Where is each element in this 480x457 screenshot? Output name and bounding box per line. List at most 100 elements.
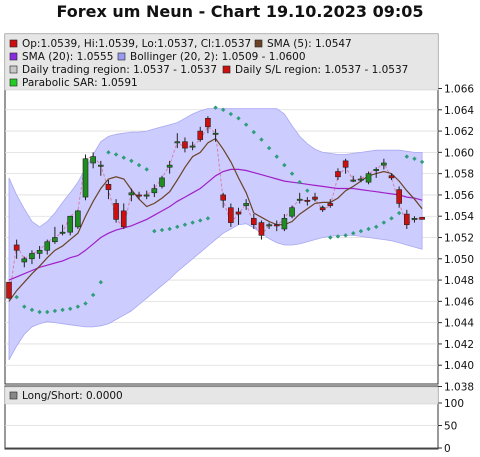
candle-body — [166, 164, 173, 168]
sar-dot — [121, 155, 126, 160]
candle-body — [67, 215, 73, 233]
legend-label-trading-region: Daily trading region: 1.0537 - 1.0537 — [22, 64, 217, 76]
candle-body — [182, 141, 188, 149]
candle-body — [388, 175, 395, 179]
candle — [205, 116, 211, 134]
sar-dot — [37, 309, 42, 315]
candle — [29, 250, 35, 265]
sar-dot — [98, 280, 103, 285]
y-tick-label: 1.038 — [444, 382, 474, 394]
sub-legend-swatch — [9, 391, 18, 400]
sar-dot — [259, 137, 264, 142]
candle — [350, 175, 357, 183]
candle — [143, 190, 150, 200]
sar-dot — [228, 111, 234, 117]
sar-dot — [14, 294, 19, 300]
candle-body — [98, 164, 104, 167]
candle — [113, 199, 119, 223]
candle — [36, 246, 43, 259]
candle-body — [243, 203, 249, 206]
candle-body — [136, 194, 142, 197]
candle — [166, 160, 173, 174]
y-tick-label: 1.058 — [444, 169, 474, 181]
candle-body — [373, 169, 380, 171]
sar-dot — [243, 122, 249, 127]
candle-body — [197, 130, 204, 140]
candle-body — [258, 222, 265, 236]
candle — [342, 158, 349, 174]
legend-swatch-sma20 — [9, 52, 18, 61]
y-tick-label: 1.046 — [444, 296, 474, 308]
sar-dot — [366, 226, 371, 232]
legend-label-bollinger: Bollinger (20, 2): 1.0509 - 1.0600 — [130, 51, 306, 63]
legend-label-ohlc: Op:1.0539, Hi:1.0539, Lo:1.0537, Cl:1.05… — [22, 38, 251, 50]
candle-body — [90, 156, 96, 164]
sar-dot — [205, 216, 211, 221]
sar-dot — [75, 304, 81, 309]
candle — [90, 152, 96, 169]
candle — [273, 220, 280, 232]
candle-body — [36, 249, 43, 254]
sar-dot — [266, 145, 272, 151]
sar-dot — [136, 162, 142, 168]
sar-dot — [167, 226, 172, 232]
sma20-line — [8, 168, 423, 281]
candle-body — [13, 244, 20, 251]
candle-body — [411, 218, 418, 220]
y-tick-label: 1.056 — [444, 190, 474, 202]
sar-dot — [113, 152, 119, 157]
candle-body — [205, 118, 211, 128]
sar-dot — [351, 231, 356, 236]
candle — [327, 199, 334, 208]
sar-dot — [213, 105, 218, 110]
candle — [403, 209, 410, 229]
sar-dot — [144, 167, 149, 172]
candle-body — [335, 171, 341, 178]
candle — [281, 214, 288, 232]
candle-body — [52, 237, 58, 243]
sar-dot — [129, 158, 134, 164]
legend-swatch-sl-region — [222, 65, 231, 74]
main-y-axis: 1.066 1.064 1.062 1.060 1.058 1.056 1.054 1.052… — [438, 84, 474, 394]
candle-body — [6, 281, 12, 299]
candle-body — [304, 199, 311, 202]
candle — [98, 160, 104, 176]
main-legend: Op:1.0539, Hi:1.0539, Lo:1.0537, Cl:1.05… — [4, 33, 439, 91]
sar-dot — [289, 171, 295, 176]
sar-dot — [328, 235, 333, 240]
legend-item-bollinger: Bollinger (20, 2): 1.0509 - 1.0600 — [117, 51, 306, 63]
candle — [82, 154, 89, 201]
candle — [6, 281, 12, 300]
candle-body — [381, 162, 387, 166]
legend-label-sar: Parabolic SAR: 1.0591 — [22, 77, 138, 89]
sub-y-tick-label: 0 — [444, 443, 451, 455]
candle-body — [21, 258, 28, 263]
legend-item-sar: Parabolic SAR: 1.0591 — [9, 77, 138, 89]
parabolic-sar-dots — [6, 105, 425, 315]
y-tick-label: 1.062 — [444, 126, 474, 138]
y-tick-label: 1.048 — [444, 275, 474, 287]
y-tick-label: 1.044 — [444, 318, 474, 330]
candle — [243, 199, 249, 210]
legend-background — [4, 33, 439, 91]
sar-dot — [381, 220, 387, 225]
candle-body — [75, 210, 81, 228]
sar-dot — [236, 116, 241, 121]
candle — [136, 191, 142, 200]
sar-dot — [29, 307, 35, 313]
candle-body — [220, 194, 226, 201]
sar-dot — [60, 307, 65, 313]
sar-dot — [45, 309, 50, 315]
candle — [266, 222, 272, 229]
sar-dot — [343, 233, 348, 238]
legend-item-sma5: SMA (5): 1.0547 — [254, 38, 352, 50]
candle — [21, 256, 28, 268]
sar-dot — [159, 227, 165, 233]
sar-dot — [52, 308, 58, 314]
candle-body — [228, 207, 234, 223]
sub-panel: 100 50 0 Long/Short: 0.0000 — [4, 385, 464, 455]
candle-body — [312, 196, 318, 200]
sar-dot — [374, 224, 379, 230]
sar-dot — [274, 154, 279, 159]
candle — [258, 220, 265, 240]
